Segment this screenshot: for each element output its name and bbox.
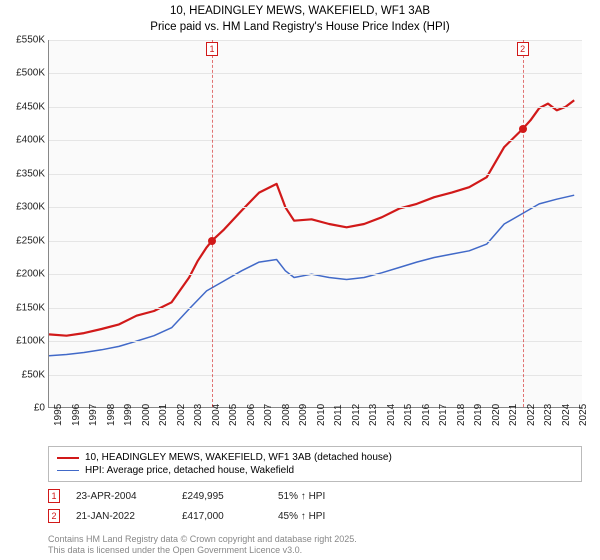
gridline — [49, 174, 582, 175]
marker-box: 2 — [517, 42, 529, 56]
gridline — [49, 140, 582, 141]
x-axis-label: 2014 — [386, 404, 397, 426]
marker-vline — [523, 40, 524, 407]
legend-label: 10, HEADINGLEY MEWS, WAKEFIELD, WF1 3AB … — [85, 452, 392, 463]
x-axis-label: 2021 — [508, 404, 519, 426]
event-price: £249,995 — [182, 491, 262, 502]
y-axis-label: £150K — [5, 302, 45, 313]
x-axis-label: 2003 — [193, 404, 204, 426]
x-axis-label: 2011 — [333, 404, 344, 426]
x-axis-label: 2023 — [543, 404, 554, 426]
y-axis-label: £100K — [5, 336, 45, 347]
y-axis-label: £300K — [5, 202, 45, 213]
events-table: 1 23-APR-2004 £249,995 51% ↑ HPI 2 21-JA… — [48, 486, 582, 526]
y-axis-label: £450K — [5, 101, 45, 112]
y-axis-label: £500K — [5, 68, 45, 79]
x-axis-label: 2000 — [141, 404, 152, 426]
x-axis-label: 2018 — [456, 404, 467, 426]
legend-item-hpi: HPI: Average price, detached house, Wake… — [57, 464, 573, 477]
event-price: £417,000 — [182, 511, 262, 522]
footer-attribution: Contains HM Land Registry data © Crown c… — [48, 534, 357, 557]
event-row: 2 21-JAN-2022 £417,000 45% ↑ HPI — [48, 506, 582, 526]
gridline — [49, 107, 582, 108]
x-axis-label: 2015 — [403, 404, 414, 426]
x-axis-label: 2002 — [176, 404, 187, 426]
gridline — [49, 207, 582, 208]
y-axis-label: £550K — [5, 35, 45, 46]
x-axis-label: 2009 — [298, 404, 309, 426]
x-axis-label: 2013 — [368, 404, 379, 426]
x-axis-label: 1995 — [53, 404, 64, 426]
legend-swatch — [57, 470, 79, 471]
event-pct: 51% ↑ HPI — [278, 491, 325, 502]
y-axis-label: £0 — [5, 403, 45, 414]
event-date: 21-JAN-2022 — [76, 511, 166, 522]
x-axis-label: 2001 — [158, 404, 169, 426]
gridline — [49, 308, 582, 309]
footer-line1: Contains HM Land Registry data © Crown c… — [48, 534, 357, 545]
footer-line2: This data is licensed under the Open Gov… — [48, 545, 357, 556]
x-axis-label: 2012 — [351, 404, 362, 426]
x-axis-label: 2024 — [561, 404, 572, 426]
legend-item-property: 10, HEADINGLEY MEWS, WAKEFIELD, WF1 3AB … — [57, 451, 573, 464]
y-axis-label: £50K — [5, 369, 45, 380]
marker-vline — [212, 40, 213, 407]
y-axis-label: £350K — [5, 168, 45, 179]
title-line1: 10, HEADINGLEY MEWS, WAKEFIELD, WF1 3AB — [0, 4, 600, 20]
gridline — [49, 241, 582, 242]
event-marker-icon: 2 — [48, 509, 60, 523]
event-row: 1 23-APR-2004 £249,995 51% ↑ HPI — [48, 486, 582, 506]
x-axis-label: 2006 — [246, 404, 257, 426]
event-date: 23-APR-2004 — [76, 491, 166, 502]
marker-dot — [519, 125, 527, 133]
x-axis-label: 2017 — [438, 404, 449, 426]
chart-title: 10, HEADINGLEY MEWS, WAKEFIELD, WF1 3AB … — [0, 0, 600, 35]
gridline — [49, 40, 582, 41]
x-axis-label: 2016 — [421, 404, 432, 426]
x-axis-label: 2020 — [491, 404, 502, 426]
series-line-property_price — [49, 100, 574, 336]
event-marker-icon: 1 — [48, 489, 60, 503]
y-axis-label: £400K — [5, 135, 45, 146]
x-axis-label: 2008 — [281, 404, 292, 426]
chart-lines — [49, 40, 582, 407]
y-axis-label: £250K — [5, 235, 45, 246]
gridline — [49, 73, 582, 74]
x-axis-label: 2004 — [211, 404, 222, 426]
legend: 10, HEADINGLEY MEWS, WAKEFIELD, WF1 3AB … — [48, 446, 582, 482]
event-pct: 45% ↑ HPI — [278, 511, 325, 522]
gridline — [49, 274, 582, 275]
x-axis-label: 1998 — [106, 404, 117, 426]
x-axis-label: 2005 — [228, 404, 239, 426]
x-axis-label: 2007 — [263, 404, 274, 426]
x-axis-label: 2010 — [316, 404, 327, 426]
title-line2: Price paid vs. HM Land Registry's House … — [0, 20, 600, 36]
x-axis-label: 2022 — [526, 404, 537, 426]
x-axis-label: 2025 — [578, 404, 589, 426]
x-axis-label: 2019 — [473, 404, 484, 426]
gridline — [49, 341, 582, 342]
marker-dot — [208, 237, 216, 245]
y-axis-label: £200K — [5, 269, 45, 280]
marker-box: 1 — [206, 42, 218, 56]
gridline — [49, 375, 582, 376]
x-axis-label: 1996 — [71, 404, 82, 426]
x-axis-label: 1999 — [123, 404, 134, 426]
legend-label: HPI: Average price, detached house, Wake… — [85, 465, 294, 476]
legend-swatch — [57, 457, 79, 459]
x-axis-label: 1997 — [88, 404, 99, 426]
price-chart: £0£50K£100K£150K£200K£250K£300K£350K£400… — [48, 40, 582, 408]
